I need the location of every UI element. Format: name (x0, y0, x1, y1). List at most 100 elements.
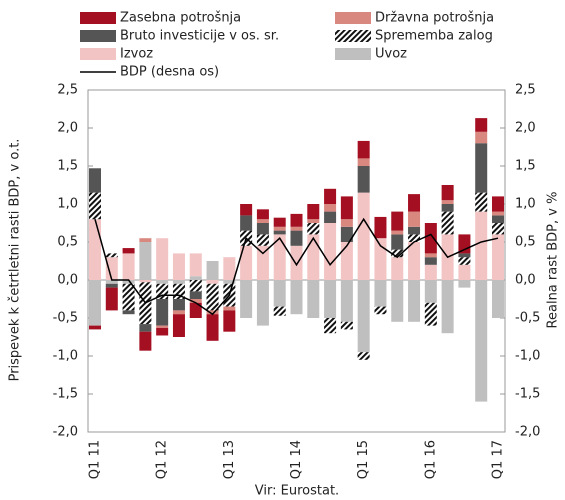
y2-tick-label: 0,0 (515, 273, 536, 288)
bar-segment (475, 192, 488, 212)
y-tick-label: -1,0 (53, 349, 78, 364)
bar-segment (122, 253, 135, 280)
legend-swatch (80, 12, 116, 24)
bar-segment (307, 204, 320, 220)
bar-segment (357, 140, 370, 159)
bar-segment (408, 211, 421, 227)
bar-segment (458, 264, 471, 280)
bar-segment (391, 211, 404, 231)
bar-segment (156, 327, 169, 336)
bar-segment (139, 324, 152, 332)
line-series (94, 217, 499, 316)
bar-segment (340, 280, 353, 322)
bar-segment (290, 213, 303, 227)
bar-segment (357, 166, 370, 193)
bar-segment (89, 280, 101, 326)
x-tick-label: Q1 13 (222, 440, 237, 479)
bar-segment (256, 209, 269, 220)
x-tick-label: Q1 15 (356, 440, 371, 479)
bar-segment (424, 257, 437, 265)
legend-label: Sprememba zalog (375, 29, 493, 44)
bar-segment (256, 223, 269, 235)
legend-label: Bruto investicije v os. sr. (120, 29, 279, 44)
x-tick-label: Q1 12 (155, 440, 170, 479)
y2-tick-label: 2,0 (515, 121, 536, 136)
bar-segment (240, 245, 253, 280)
bar-segment (424, 302, 437, 326)
bar-segment (324, 188, 337, 204)
bar-segment (475, 143, 488, 193)
bar-segment (89, 325, 101, 330)
bar-segment (324, 204, 337, 212)
bar-segment (122, 283, 135, 311)
legend-swatch (335, 30, 371, 42)
bar-segment (391, 280, 404, 322)
bar-segment (307, 223, 320, 235)
legend-swatch (80, 48, 116, 60)
bar-segment (391, 249, 404, 258)
bar-segment (273, 217, 286, 227)
bar-segment (408, 226, 421, 235)
bar-segment (189, 302, 202, 318)
bar-segment (189, 291, 202, 299)
bar-segment (324, 280, 337, 318)
bar-segment (458, 253, 471, 258)
bar-segment (240, 204, 253, 216)
bar-segment (492, 196, 504, 212)
y2-tick-label: 0,5 (515, 235, 536, 250)
bar-segment (340, 196, 353, 220)
legend-swatch (80, 30, 116, 42)
y2-tick-label: -1,5 (515, 387, 540, 402)
y-tick-label: 2,5 (57, 83, 78, 98)
bar-segment (492, 215, 504, 223)
y-tick-label: 0,5 (57, 235, 78, 250)
bar-segment (441, 280, 454, 334)
y-tick-label: 0,0 (57, 273, 78, 288)
bar-segment (374, 216, 387, 239)
bar-segment (223, 280, 236, 284)
bar-segment (340, 219, 353, 227)
bar-segment (206, 283, 219, 311)
x-tick-label: Q1 17 (491, 440, 506, 479)
bar-segment (189, 276, 202, 280)
bar-segment (492, 211, 504, 216)
bar-segment (408, 194, 421, 212)
bar-segment (458, 280, 471, 288)
bar-segment (475, 118, 488, 132)
bar-segment (391, 230, 404, 235)
bar-segment (189, 299, 202, 303)
y-tick-label: 1,0 (57, 197, 78, 212)
bar-segment (223, 257, 236, 280)
y2-tick-label: 1,0 (515, 197, 536, 212)
bar-segment (441, 211, 454, 235)
bar-segment (240, 280, 253, 318)
bar-segment (424, 264, 437, 280)
bar-segment (374, 306, 387, 315)
bar-segment (189, 253, 202, 277)
bar-segment (139, 242, 152, 280)
bar-segment (340, 321, 353, 330)
y-axis-title: Prispevek k četrtletni rasti BDP, v o.t. (8, 139, 23, 382)
bar-segment (441, 200, 454, 204)
bar-segment (290, 280, 303, 315)
y-tick-label: 1,5 (57, 159, 78, 174)
legend-label: Izvoz (120, 47, 153, 62)
y2-tick-label: -1,0 (515, 349, 540, 364)
bar-segment (324, 223, 337, 280)
bar-segment (122, 280, 135, 284)
bar-segment (357, 280, 370, 353)
y2-tick-label: -2,0 (515, 425, 540, 440)
y-tick-label: -2,0 (53, 425, 78, 440)
bar-segment (156, 299, 169, 326)
bar-segment (475, 211, 488, 280)
y2-tick-label: 1,5 (515, 159, 536, 174)
bar-segment (273, 226, 286, 231)
bar-segment (273, 230, 286, 235)
bar-segment (89, 168, 101, 193)
bar-segment (206, 310, 219, 315)
bar-segment (424, 253, 437, 258)
bar-segment (139, 238, 152, 242)
bar-segment (172, 253, 185, 280)
bar-segment (105, 287, 118, 311)
